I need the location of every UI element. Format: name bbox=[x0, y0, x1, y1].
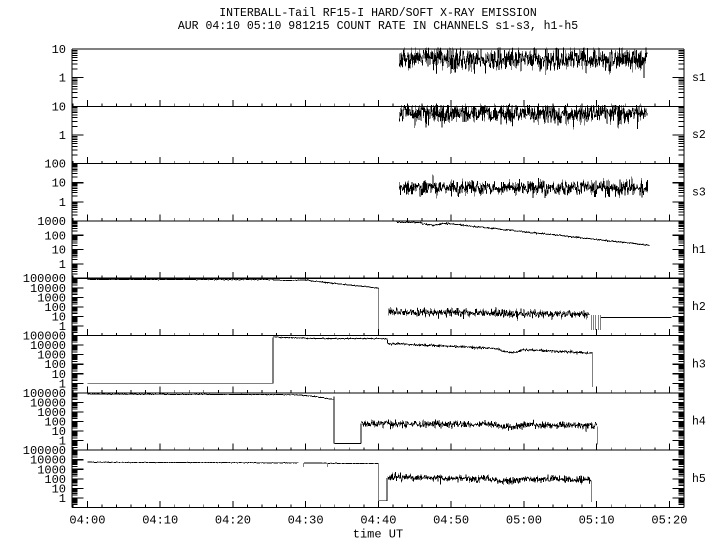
svg-text:time UT: time UT bbox=[353, 528, 403, 542]
svg-text:05:00: 05:00 bbox=[506, 514, 542, 528]
svg-text:05:20: 05:20 bbox=[651, 514, 687, 528]
svg-text:1: 1 bbox=[59, 196, 66, 210]
svg-text:04:10: 04:10 bbox=[142, 514, 178, 528]
svg-text:10: 10 bbox=[52, 43, 66, 57]
svg-text:1: 1 bbox=[59, 72, 66, 86]
svg-text:100: 100 bbox=[44, 158, 66, 172]
svg-text:h1: h1 bbox=[692, 244, 706, 257]
svg-text:s1: s1 bbox=[692, 72, 706, 85]
svg-text:h2: h2 bbox=[692, 301, 706, 314]
svg-text:04:20: 04:20 bbox=[215, 514, 251, 528]
svg-text:04:40: 04:40 bbox=[360, 514, 396, 528]
svg-text:h4: h4 bbox=[692, 416, 706, 429]
svg-text:05:10: 05:10 bbox=[579, 514, 615, 528]
svg-text:10: 10 bbox=[52, 244, 66, 258]
svg-text:s2: s2 bbox=[692, 129, 706, 142]
svg-text:04:00: 04:00 bbox=[69, 514, 105, 528]
svg-text:100: 100 bbox=[44, 229, 66, 243]
svg-text:h5: h5 bbox=[692, 473, 706, 486]
svg-text:s3: s3 bbox=[692, 187, 706, 200]
svg-text:1000: 1000 bbox=[37, 215, 66, 229]
svg-text:1: 1 bbox=[59, 258, 66, 272]
svg-text:INTERBALL-Tail RF15-I HARD/SOF: INTERBALL-Tail RF15-I HARD/SOFT X-RAY EM… bbox=[219, 7, 536, 20]
svg-text:04:30: 04:30 bbox=[288, 514, 324, 528]
svg-text:AUR 04:10 05:10 981215 COUNT: AUR 04:10 05:10 981215 COUNT RATE IN CHA… bbox=[178, 20, 578, 33]
svg-text:h3: h3 bbox=[692, 358, 706, 371]
svg-text:1: 1 bbox=[59, 129, 66, 143]
svg-text:04:50: 04:50 bbox=[433, 514, 469, 528]
svg-text:10: 10 bbox=[52, 177, 66, 191]
svg-text:1: 1 bbox=[59, 492, 66, 506]
svg-text:10: 10 bbox=[52, 100, 66, 114]
